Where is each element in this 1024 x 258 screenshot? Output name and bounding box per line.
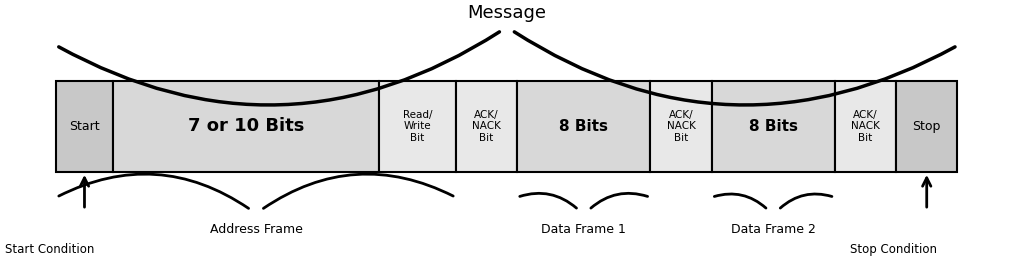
- Text: Data Frame 2: Data Frame 2: [731, 223, 815, 236]
- FancyBboxPatch shape: [517, 81, 650, 172]
- FancyBboxPatch shape: [379, 81, 456, 172]
- Text: 7 or 10 Bits: 7 or 10 Bits: [187, 117, 304, 135]
- FancyBboxPatch shape: [56, 81, 113, 172]
- Text: Read/
Write
Bit: Read/ Write Bit: [402, 110, 432, 143]
- FancyBboxPatch shape: [650, 81, 712, 172]
- Text: Data Frame 1: Data Frame 1: [542, 223, 626, 236]
- Text: Start Condition: Start Condition: [5, 243, 94, 256]
- Text: ACK/
NACK
Bit: ACK/ NACK Bit: [472, 110, 501, 143]
- Text: ACK/
NACK
Bit: ACK/ NACK Bit: [851, 110, 880, 143]
- Text: 8 Bits: 8 Bits: [749, 119, 798, 134]
- Text: Start: Start: [70, 120, 99, 133]
- Text: Address Frame: Address Frame: [210, 223, 302, 236]
- Text: 8 Bits: 8 Bits: [559, 119, 608, 134]
- FancyBboxPatch shape: [712, 81, 835, 172]
- FancyBboxPatch shape: [456, 81, 517, 172]
- FancyBboxPatch shape: [113, 81, 379, 172]
- FancyBboxPatch shape: [835, 81, 896, 172]
- Text: Message: Message: [467, 4, 547, 22]
- Text: ACK/
NACK
Bit: ACK/ NACK Bit: [667, 110, 695, 143]
- Text: Stop: Stop: [912, 120, 941, 133]
- FancyBboxPatch shape: [896, 81, 957, 172]
- Text: Stop Condition: Stop Condition: [850, 243, 937, 256]
